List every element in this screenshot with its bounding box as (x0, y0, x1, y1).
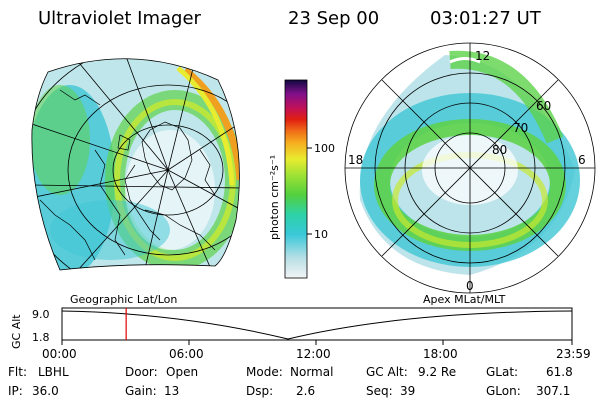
status-glon-label: GLon: (486, 384, 521, 398)
status-gcalt-value: 9.2 Re (418, 365, 456, 379)
status-gain-value: 13 (164, 384, 179, 398)
status-mode-label: Mode: (246, 365, 283, 379)
timeline-ytick-1.8: 1.8 (32, 331, 50, 344)
status-dsp-value: 2.6 (296, 384, 315, 398)
status-glat-label: GLat: (486, 365, 518, 379)
left-panel-caption: Geographic Lat/Lon (70, 293, 177, 306)
status-ip-value: 36.0 (32, 384, 59, 398)
time: 03:01:27 UT (430, 8, 542, 29)
timeline-ylabel: GC Alt (10, 314, 23, 349)
timeline-xtick-2359: 23:59 (556, 347, 591, 361)
status-flt-label: Flt: (8, 365, 27, 379)
status-gain-label: Gain: (125, 384, 157, 398)
mlt-label-12: 12 (475, 49, 490, 63)
mlt-label-6: 6 (578, 153, 586, 167)
mlat-label-60: 60 (536, 99, 551, 113)
status-door-label: Door: (125, 365, 158, 379)
timeline-xtick-0000: 00:00 (42, 347, 77, 361)
timeline-ytick-9: 9.0 (32, 308, 50, 321)
geographic-image (31, 58, 240, 271)
status-flt-value: LBHL (38, 365, 69, 379)
mlat-label-80: 80 (492, 143, 507, 157)
status-dsp-label: Dsp: (246, 384, 273, 398)
right-panel-caption: Apex MLat/MLT (423, 293, 506, 306)
status-seq-label: Seq: (366, 384, 393, 398)
altitude-curve (61, 310, 573, 340)
colorbar-tick-100: 100 (314, 142, 335, 155)
mlat-label-70: 70 (513, 121, 528, 135)
status-gcalt-label: GC Alt: (366, 365, 408, 379)
timeline-xtick-0600: 06:00 (169, 347, 204, 361)
status-glat-value: 61.8 (546, 365, 573, 379)
status-glon-value: 307.1 (536, 384, 570, 398)
colorbar: 100 10 photon cm⁻²s⁻¹ (268, 79, 335, 279)
colorbar-label: photon cm⁻²s⁻¹ (268, 155, 281, 240)
status-panel: Flt: LBHL Door: Open Mode: Normal GC Alt… (8, 365, 573, 398)
altitude-timeline: GC Alt 9.0 1.8 00:00 06:00 12:00 18:00 2… (10, 307, 591, 361)
status-ip-label: IP: (8, 384, 23, 398)
timeline-xtick-1800: 18:00 (423, 347, 458, 361)
title: Ultraviolet Imager (38, 8, 202, 29)
mlt-label-0: 0 (466, 279, 474, 293)
mlt-label-18: 18 (348, 153, 363, 167)
colorbar-tick-10: 10 (314, 228, 328, 241)
status-seq-value: 39 (400, 384, 415, 398)
status-door-value: Open (166, 365, 198, 379)
polar-plot: 12 18 6 0 60 70 80 (344, 42, 596, 294)
timeline-xtick-1200: 12:00 (296, 347, 331, 361)
polar-grid (344, 42, 596, 294)
date: 23 Sep 00 (288, 8, 379, 29)
coastlines (39, 89, 216, 261)
status-mode-value: Normal (290, 365, 333, 379)
geo-grid (31, 58, 240, 270)
